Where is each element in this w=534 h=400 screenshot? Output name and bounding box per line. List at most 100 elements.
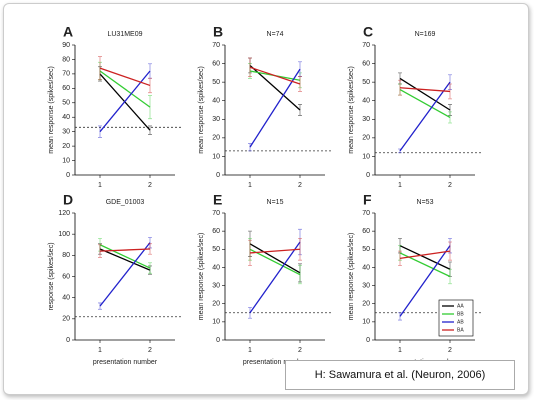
y-tick-label: 20 (62, 143, 70, 150)
y-tick-label: 70 (362, 210, 370, 217)
y-tick-label: 60 (212, 60, 220, 67)
x-tick-label: 2 (448, 347, 452, 354)
series-line (99, 248, 151, 271)
legend-label: AA (457, 303, 464, 309)
error-bar (398, 148, 402, 154)
y-tick-label: 50 (62, 100, 70, 107)
y-tick-label: 60 (62, 85, 70, 92)
x-tick-label: 1 (248, 182, 252, 189)
series-line (399, 250, 451, 260)
error-bar (98, 125, 102, 138)
x-tick-label: 2 (148, 182, 152, 189)
y-tick-label: 0 (216, 172, 220, 179)
error-bar (148, 77, 152, 94)
error-bar (248, 306, 252, 319)
y-tick-label: 70 (62, 71, 70, 78)
error-bar (398, 312, 402, 321)
y-tick-label: 50 (362, 79, 370, 86)
series-line (249, 241, 301, 314)
x-axis-label: presentation number (243, 359, 308, 366)
y-tick-label: 30 (362, 116, 370, 123)
y-tick-label: 60 (362, 228, 370, 235)
y-tick-label: 20 (212, 301, 220, 308)
error-bar (298, 104, 302, 116)
y-tick-label: 40 (362, 264, 370, 271)
caption: H: Sawamura et al. (Neuron, 2006) (285, 360, 515, 390)
legend-label: BB (457, 311, 464, 317)
panel-letter: C (363, 24, 373, 40)
y-tick-label: 30 (212, 282, 220, 289)
panel-letter: D (63, 192, 73, 208)
y-tick-label: 10 (362, 153, 370, 160)
error-bar (148, 63, 152, 79)
error-bar (298, 238, 302, 261)
x-tick-label: 1 (98, 347, 102, 354)
panel-letter: E (213, 192, 222, 208)
y-tick-label: 50 (212, 246, 220, 253)
error-bar (248, 57, 252, 77)
error-bar (298, 76, 302, 92)
y-tick-label: 20 (62, 316, 70, 323)
error-bar (148, 262, 152, 274)
y-tick-label: 70 (362, 42, 370, 49)
chart-title: N=74 (267, 31, 284, 38)
y-axis-label: response (spikes/sec) (48, 242, 55, 310)
error-bar (448, 268, 452, 285)
x-tick-label: 2 (298, 347, 302, 354)
y-tick-label: 10 (212, 153, 220, 160)
y-tick-label: 70 (212, 210, 220, 217)
y-tick-label: 90 (62, 42, 70, 49)
panel-letter: F (363, 192, 372, 208)
error-bar (98, 244, 102, 258)
y-axis-label: mean response (spikes/sec) (348, 233, 355, 321)
y-tick-label: 30 (362, 282, 370, 289)
x-tick-label: 2 (448, 182, 452, 189)
legend-label: BA (457, 327, 464, 333)
y-axis-label: mean response (spikes/sec) (348, 66, 355, 154)
y-tick-label: 80 (62, 252, 70, 259)
y-tick-label: 70 (212, 42, 220, 49)
y-tick-label: 40 (212, 264, 220, 271)
y-tick-label: 30 (62, 129, 70, 136)
error-bar (148, 125, 152, 135)
series-line (249, 68, 301, 148)
error-bar (398, 250, 402, 267)
y-tick-label: 20 (362, 135, 370, 142)
y-tick-label: 60 (62, 273, 70, 280)
error-bar (248, 239, 252, 267)
chart-title: LU31ME09 (107, 31, 142, 38)
error-bar (448, 241, 452, 261)
y-axis-label: mean response (spikes/sec) (198, 66, 205, 154)
panel-letter: A (63, 24, 73, 40)
y-tick-label: 0 (66, 172, 70, 179)
series-line (99, 67, 151, 87)
panel-letter: B (213, 24, 223, 40)
x-tick-label: 2 (148, 347, 152, 354)
y-tick-label: 20 (362, 301, 370, 308)
series-line (399, 87, 451, 93)
y-tick-label: 50 (362, 246, 370, 253)
chart-title: N=53 (417, 199, 434, 206)
series-line (249, 243, 301, 274)
y-tick-label: 80 (62, 56, 70, 63)
y-tick-label: 20 (212, 135, 220, 142)
y-axis-label: mean response (spikes/sec) (198, 233, 205, 321)
x-tick-label: 1 (98, 182, 102, 189)
y-tick-label: 30 (212, 116, 220, 123)
series-line (399, 245, 451, 270)
y-tick-label: 0 (216, 337, 220, 344)
y-tick-label: 100 (58, 231, 70, 238)
series-line (99, 244, 151, 269)
error-bar (98, 56, 102, 81)
x-axis-label: presentation number (93, 359, 158, 366)
error-bar (448, 83, 452, 100)
chart-title: GDE_01003 (106, 199, 145, 206)
series-line (249, 66, 301, 85)
y-tick-label: 40 (362, 98, 370, 105)
y-tick-label: 0 (366, 337, 370, 344)
y-tick-label: 40 (62, 295, 70, 302)
series-line (399, 77, 451, 111)
series-line (99, 248, 151, 252)
chart-title: N=15 (267, 199, 284, 206)
